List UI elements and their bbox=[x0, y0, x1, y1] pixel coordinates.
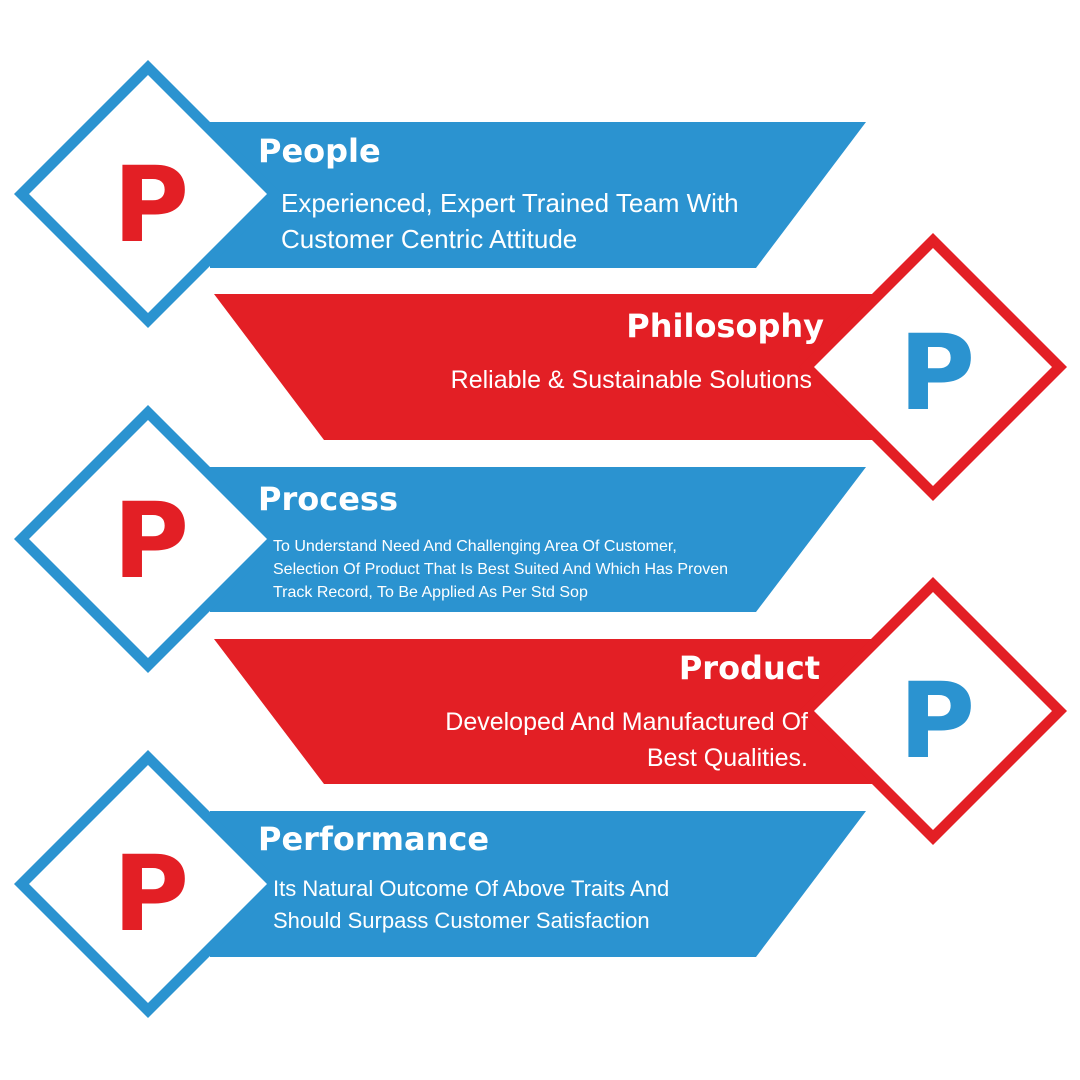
desc-process-line-3: Track Record, To Be Applied As Per Std S… bbox=[273, 584, 588, 601]
desc-product-line-1: Developed And Manufactured Of bbox=[445, 708, 808, 736]
band-process bbox=[210, 467, 866, 612]
desc-people-line-2: Customer Centric Attitude bbox=[281, 224, 577, 254]
title-people: People bbox=[258, 132, 381, 170]
desc-performance-line-1: Its Natural Outcome Of Above Traits And bbox=[273, 876, 669, 901]
letter-p-process: P bbox=[113, 480, 189, 602]
letter-p-product: P bbox=[899, 660, 975, 782]
desc-people-line-1: Experienced, Expert Trained Team With bbox=[281, 188, 739, 218]
diamond-performance-inner bbox=[29, 765, 267, 1003]
item-performance: P Performance Its Natural Outcome Of Abo… bbox=[14, 750, 866, 1018]
item-product: P Product Developed And Manufactured Of … bbox=[214, 577, 1067, 845]
desc-performance-line-2: Should Surpass Customer Satisfaction bbox=[273, 908, 650, 933]
band-product bbox=[214, 639, 876, 784]
diamond-product-inner bbox=[814, 592, 1052, 830]
title-performance: Performance bbox=[258, 820, 489, 858]
item-people: P People Experienced, Expert Trained Tea… bbox=[14, 60, 866, 328]
item-philosophy: P Philosophy Reliable & Sustainable Solu… bbox=[214, 233, 1067, 501]
desc-philosophy-line-1: Reliable & Sustainable Solutions bbox=[451, 366, 812, 394]
diamond-philosophy-inner bbox=[814, 248, 1052, 486]
desc-process-line-1: To Understand Need And Challenging Area … bbox=[273, 538, 677, 555]
band-philosophy bbox=[214, 294, 876, 440]
diamond-people-inner bbox=[29, 75, 267, 313]
item-process: P Process To Understand Need And Challen… bbox=[14, 405, 866, 673]
desc-product-line-2: Best Qualities. bbox=[647, 744, 808, 772]
desc-process-line-2: Selection Of Product That Is Best Suited… bbox=[273, 561, 728, 578]
diamond-process-inner bbox=[29, 420, 267, 658]
title-process: Process bbox=[258, 480, 398, 518]
letter-p-philosophy: P bbox=[899, 312, 975, 434]
letter-p-performance: P bbox=[113, 833, 189, 955]
letter-p-people: P bbox=[113, 144, 189, 266]
band-performance bbox=[210, 811, 866, 957]
band-people bbox=[210, 122, 866, 268]
title-philosophy: Philosophy bbox=[626, 307, 824, 345]
title-product: Product bbox=[679, 649, 820, 687]
